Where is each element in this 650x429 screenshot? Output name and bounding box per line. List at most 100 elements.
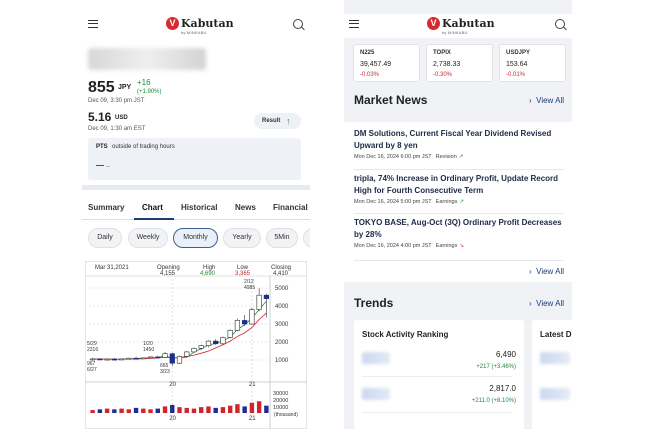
stock-detail-panel: V Kabutan by MINKABU 855 JPY +16 (+1.90%…	[82, 0, 310, 429]
x-tick-label: 20	[169, 382, 176, 388]
chart-annotation-value: 4985	[244, 285, 255, 291]
period-more[interactable]	[303, 228, 310, 248]
volume-bar	[141, 408, 146, 413]
volume-bar	[264, 405, 269, 413]
volume-bar	[90, 410, 95, 413]
search-icon[interactable]	[555, 19, 565, 29]
candle-body	[220, 337, 226, 345]
kabutan-logo[interactable]: V Kabutan by MINKABU	[166, 16, 234, 38]
volume-bar	[235, 404, 240, 413]
volume-bar	[126, 409, 132, 413]
volume-bar	[112, 409, 117, 413]
y-tick-label: 1000	[275, 358, 289, 364]
tab-chart[interactable]: Chart	[142, 203, 163, 212]
tab-historical[interactable]: Historical	[181, 203, 218, 212]
candle-body	[90, 358, 96, 361]
chart-annotation-label: 1/20	[143, 341, 153, 347]
chart-date: Mar 31,2021	[95, 265, 129, 271]
candle-body	[126, 357, 132, 360]
index-card-n225[interactable]: N225 39,457.49 -0.03%	[353, 44, 420, 82]
y-tick-label: 5000	[275, 286, 289, 292]
trend-change: +211.0 (+8.10%)	[471, 398, 516, 404]
chart-svg: Mar 31,2021 Opening 4,155 High 4,690 Low…	[84, 260, 308, 429]
candle-body	[213, 340, 219, 345]
index-value: 153.64	[506, 61, 528, 68]
volume-bar	[242, 406, 247, 413]
news-item[interactable]: tripla, 74% Increase in Ordinary Profit,…	[354, 173, 564, 205]
chart-annotation-value: 1450	[143, 347, 154, 353]
top-bar: V Kabutan by MINKABU	[82, 14, 310, 38]
index-value: 39,457.49	[360, 61, 392, 68]
market-news-list: DM Solutions, Current Fiscal Year Divide…	[344, 122, 572, 282]
active-tab-indicator	[134, 218, 174, 220]
tab-news[interactable]: News	[235, 203, 256, 212]
detail-tabs: Summary Chart Historical News Financial	[82, 198, 310, 220]
news-meta: Mon Dec 16, 2024 4:00 pm JST Earnings ↘	[354, 243, 464, 249]
price-unit: JPY	[118, 84, 132, 91]
volume-bar	[206, 406, 211, 413]
index-name: USDJPY	[506, 50, 531, 56]
index-card-usdjpy[interactable]: USDJPY 153.64 -0.01%	[499, 44, 566, 82]
search-icon[interactable]	[293, 19, 303, 29]
volume-bar	[155, 408, 160, 413]
news-item[interactable]: DM Solutions, Current Fiscal Year Divide…	[354, 128, 564, 160]
market-news-view-all[interactable]: › View All	[529, 96, 564, 105]
tab-financial[interactable]: Financial	[273, 203, 308, 212]
volume-bar	[184, 407, 189, 413]
blurred-stock-name	[540, 352, 570, 364]
hamburger-menu-icon[interactable]	[349, 20, 359, 28]
logo-sub: by MINKABU	[442, 30, 468, 35]
volume-bar	[133, 407, 139, 413]
trends-view-all[interactable]: › View All	[529, 299, 564, 308]
pts-note: outside of trading hours	[112, 144, 175, 150]
market-home-panel: V Kabutan by MINKABU N225 39,457.49 -0.0…	[344, 0, 572, 429]
period-daily[interactable]: Daily	[88, 228, 122, 248]
candle-body	[263, 294, 269, 299]
stock-chart[interactable]: Mar 31,2021 Opening 4,155 High 4,690 Low…	[84, 260, 308, 429]
index-change: -0.30%	[433, 72, 453, 78]
volume-bar	[148, 409, 153, 413]
open-value: 4,155	[160, 271, 176, 277]
index-name: N225	[360, 50, 375, 56]
chart-annotation-label: 5/29	[87, 341, 97, 347]
market-news-view-all-bottom[interactable]: › View All	[529, 267, 564, 276]
stock-activity-ranking-card[interactable]: Stock Activity Ranking 6,490 +217 (+3.46…	[354, 320, 524, 429]
news-separator	[354, 260, 564, 261]
period-yearly[interactable]: Yearly	[223, 228, 261, 248]
low-value: 3,365	[235, 271, 251, 277]
logo-text: Kabutan	[181, 17, 234, 30]
volume-tick-label: 20000	[273, 398, 288, 404]
hamburger-menu-icon[interactable]	[88, 20, 98, 28]
blurred-company-name	[88, 48, 206, 70]
y-tick-label: 2000	[275, 340, 289, 346]
period-selector: Daily Weekly Monthly Yearly 5Min	[82, 226, 310, 252]
index-card-topix[interactable]: TOPIX 2,738.33 -0.30%	[426, 44, 493, 82]
latest-card[interactable]: Latest D	[532, 320, 572, 429]
pts-value: — --	[96, 161, 110, 170]
period-weekly[interactable]: Weekly	[128, 228, 168, 248]
chart-annotation-value: 2316	[87, 347, 98, 353]
tab-summary[interactable]: Summary	[88, 203, 125, 212]
candle-body	[169, 353, 175, 364]
close-label: Closing	[271, 265, 291, 271]
period-5min[interactable]: 5Min	[266, 228, 298, 248]
x-tick-label: 20	[169, 416, 176, 422]
trend-value: 2,817.0	[489, 384, 516, 393]
kabutan-logo[interactable]: V Kabutan by MINKABU	[427, 16, 495, 38]
volume-bar	[97, 409, 103, 413]
logo-mark-icon: V	[166, 17, 179, 30]
stock-price: 855	[88, 79, 115, 96]
x-tick-label: 21	[249, 416, 256, 422]
volume-bar	[104, 408, 110, 413]
price-time: Dec 09, 3:30 pm JST	[88, 98, 145, 104]
chart-annotation-label: 6/27	[87, 367, 97, 373]
period-monthly[interactable]: Monthly	[173, 228, 218, 248]
trend-value: 6,490	[495, 350, 516, 359]
result-button[interactable]: Result ↑	[254, 113, 301, 129]
close-value: 4,410	[273, 271, 289, 277]
volume-bar	[213, 407, 218, 413]
news-item[interactable]: TOKYO BASE, Aug-Oct (3Q) Ordinary Profit…	[354, 217, 564, 249]
index-name: TOPIX	[433, 50, 451, 56]
index-change: -0.03%	[360, 72, 380, 78]
news-title: TOKYO BASE, Aug-Oct (3Q) Ordinary Profit…	[354, 218, 562, 239]
